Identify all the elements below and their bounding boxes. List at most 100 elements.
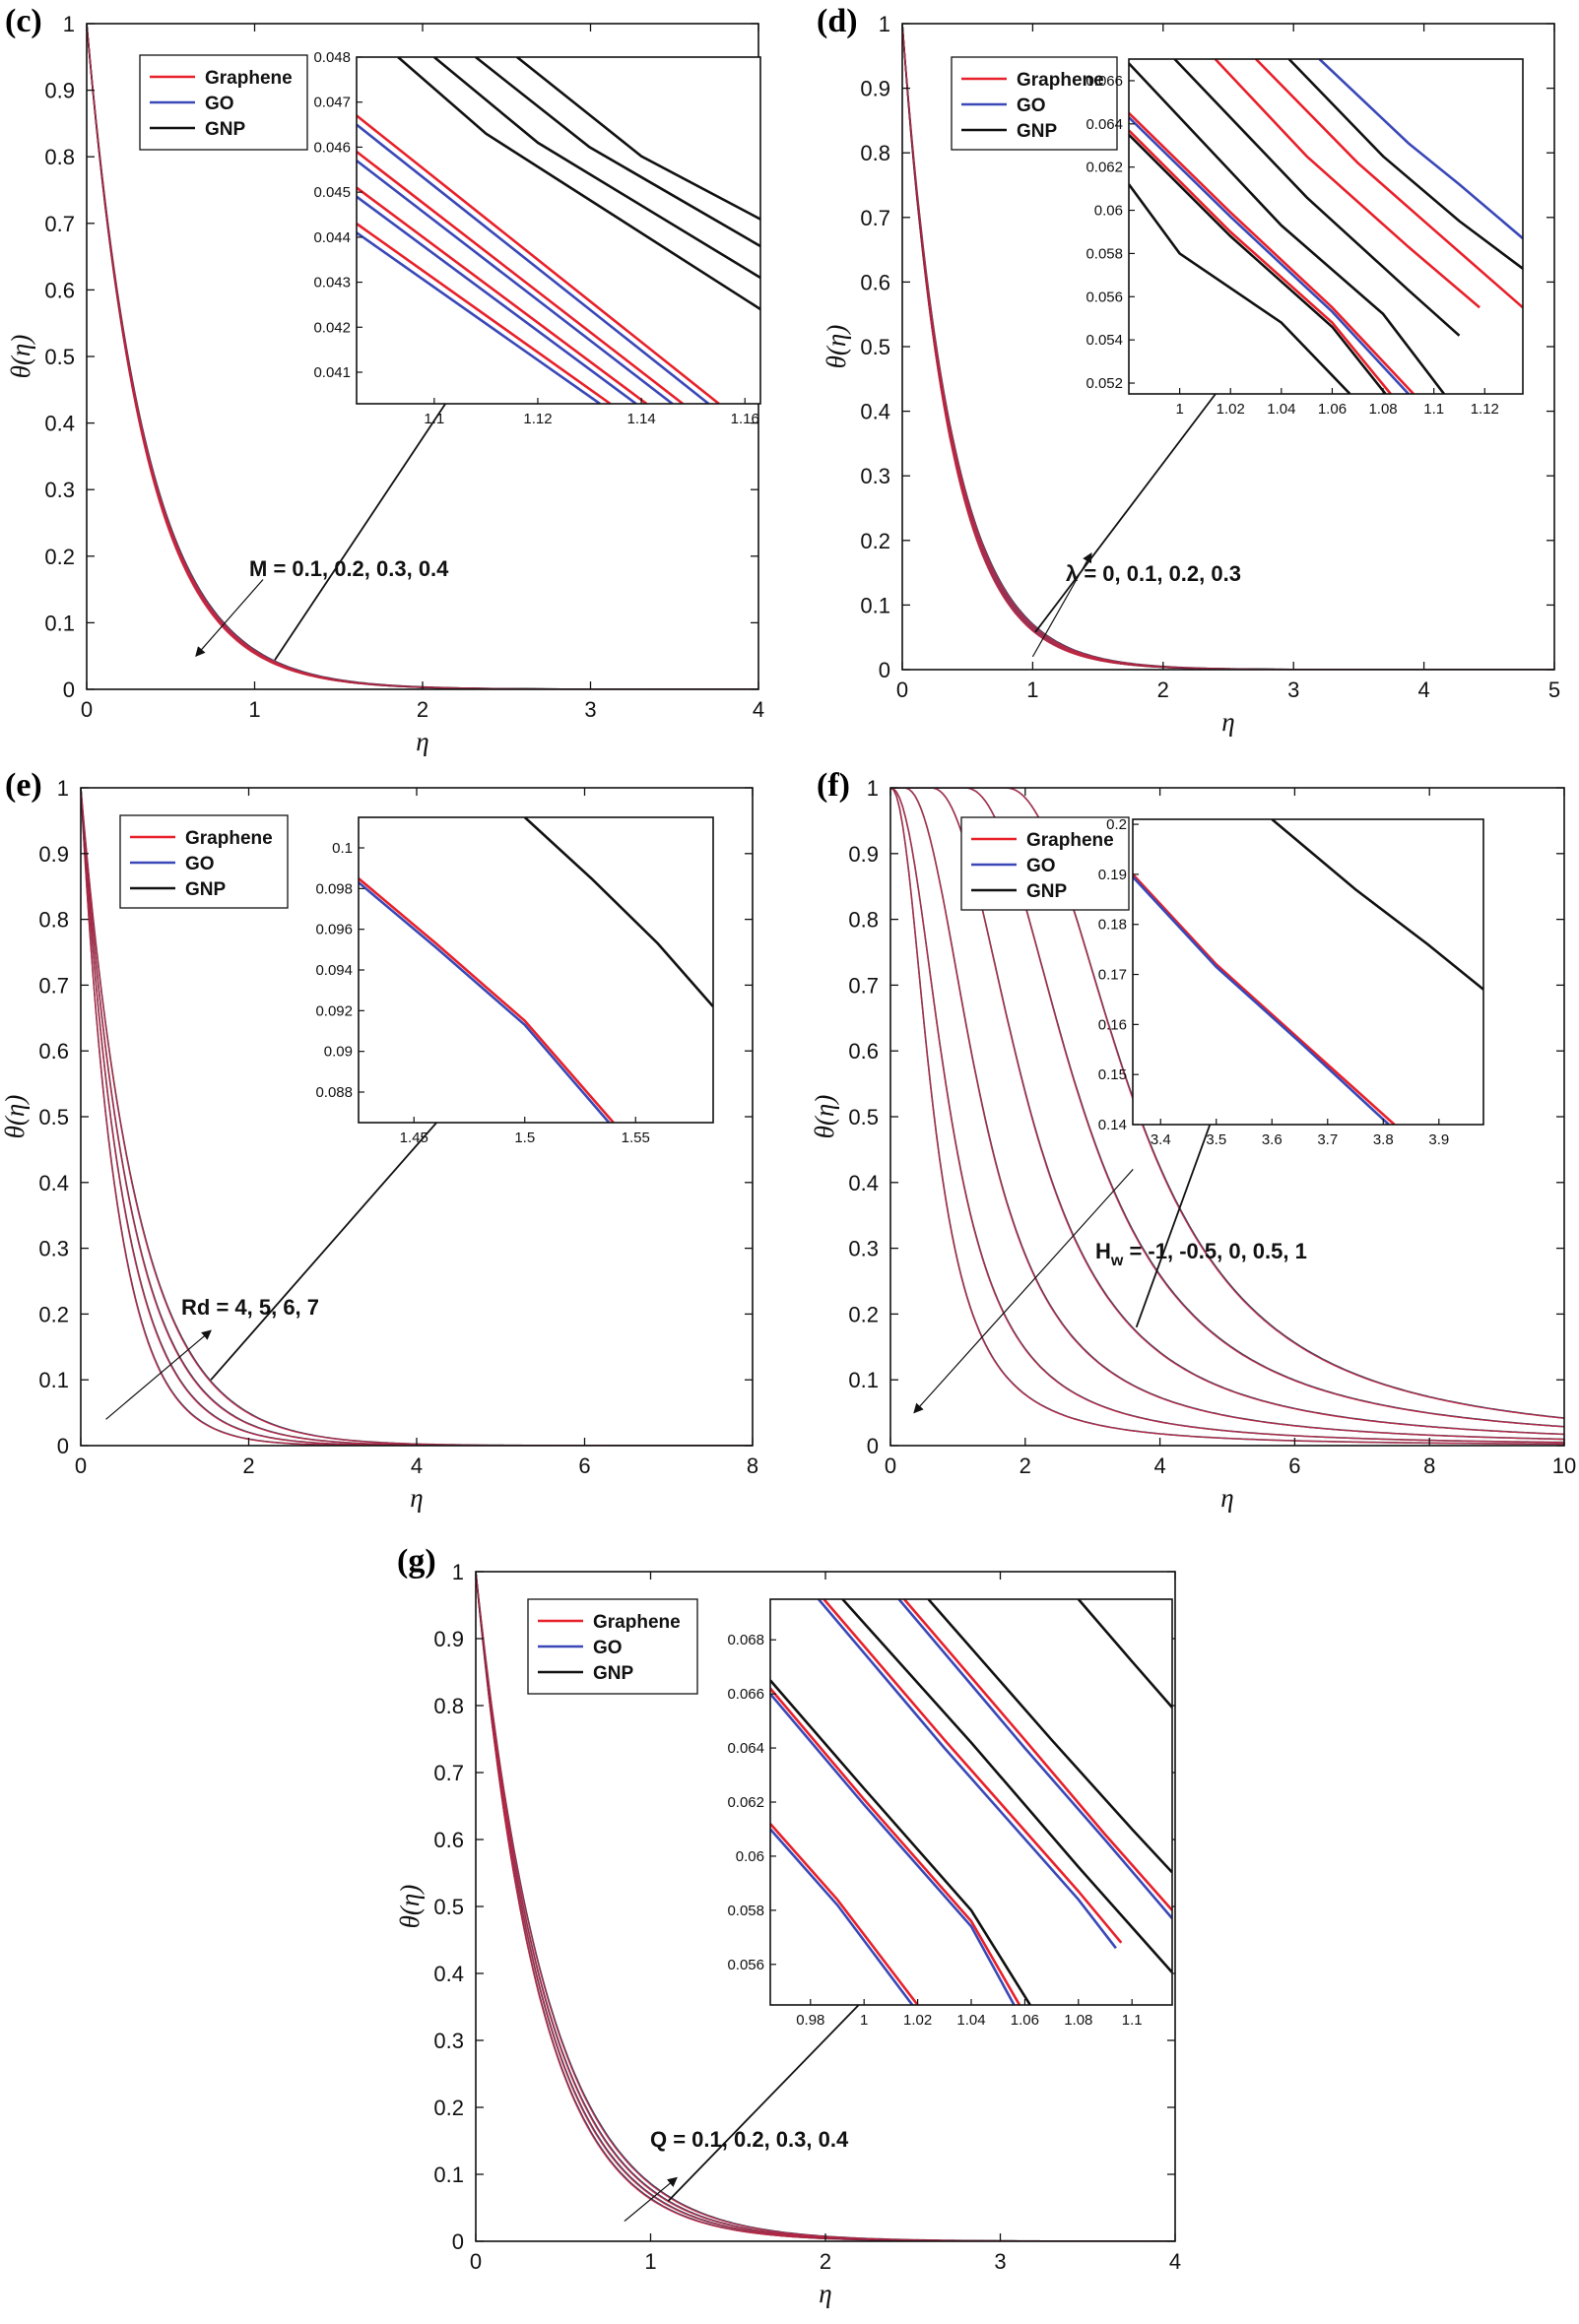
inset-line-graphene-1 — [357, 114, 720, 404]
inset-y-tick-label: 0.056 — [1086, 289, 1123, 305]
inset-y-tick-label: 0.06 — [1094, 203, 1123, 220]
y-axis-label: θ(η) — [395, 1885, 425, 1929]
inset-x-tick-label: 1 — [860, 2012, 868, 2029]
inset-lines — [770, 1599, 1172, 2005]
inset-y-tick-label: 0.066 — [727, 1686, 764, 1703]
y-tick-label: 0.1 — [38, 1368, 69, 1392]
y-tick-label: 0.9 — [848, 842, 879, 867]
x-tick-label: 1 — [1026, 678, 1038, 702]
y-tick-label: 1 — [867, 776, 879, 801]
panel-g: (g) 0 1 2 3 4 0 0.1 0.2 0.3 0.4 0.5 0.6 0.7 0.8 0.9 1 η θ(… — [395, 1543, 1181, 2308]
zoom-connector-line — [667, 2004, 860, 2202]
inset-line-gnp-1 — [1129, 183, 1351, 394]
inset-y-tick-label: 0.062 — [1086, 160, 1123, 176]
y-tick-label: 0.2 — [860, 529, 890, 553]
inset-plot: 0.98 1 1.02 1.04 1.06 1.08 1.1 0.056 0.058 0.06 0.… — [727, 1598, 1173, 2029]
inset-x-tick-label: 1.04 — [1267, 401, 1295, 418]
inset-y-tick-label: 0.068 — [727, 1632, 764, 1648]
inset-line-gnp-11 — [927, 1599, 1172, 1874]
inset-line-go-2 — [357, 123, 710, 404]
inset-y-tick-label: 0.064 — [1086, 116, 1123, 133]
inset-x-tick-label: 0.98 — [796, 2012, 824, 2029]
y-tick-label: 0.2 — [44, 545, 75, 569]
inset-x-tick-label: 1.08 — [1064, 2012, 1092, 2029]
annotation-label: Rd = 4, 5, 6, 7 — [181, 1295, 319, 1320]
legend: Graphene GO GNP — [951, 56, 1118, 151]
panel-label: (c) — [5, 3, 42, 39]
inset-x-tick-label: 1.16 — [731, 411, 759, 427]
x-tick-label: 2 — [417, 697, 428, 722]
y-tick-label: 0.4 — [38, 1171, 69, 1195]
inset-line-graphene-1 — [359, 877, 615, 1123]
curve-graphene-1 — [890, 788, 1564, 1445]
legend-entry-gnp: GNP — [593, 1663, 634, 1684]
inset-x-tick-label: 3.7 — [1317, 1131, 1338, 1148]
y-tick-label: 0.9 — [860, 77, 890, 101]
inset-y-tick-label: 0.058 — [727, 1903, 764, 1919]
inset-x-tick-label: 3.8 — [1373, 1131, 1394, 1148]
y-axis-label: θ(η) — [0, 1095, 30, 1139]
annotation-arrow — [624, 2176, 678, 2223]
x-tick-label: 0 — [470, 2249, 482, 2274]
inset-line-gnp-3 — [523, 817, 713, 1008]
inset-y-tick-label: 0.044 — [313, 229, 351, 246]
x-axis-label: η — [410, 1483, 423, 1513]
panel-f: (f) 0 2 4 6 8 10 0 0.1 0.2 0.3 0.4 0.5 0.6 0.7 0.8 0.9 1 η… — [810, 767, 1576, 1513]
y-tick-label: 0 — [867, 1434, 879, 1458]
panel-c: (c) 0 1 2 3 4 0 0.1 0.2 0.3 0.4 0.5 0.6 0.7 0.8 0.9 1 η θ(… — [5, 3, 764, 756]
inset-y-tick-label: 0.043 — [313, 275, 351, 291]
y-tick-label: 0.2 — [38, 1302, 69, 1326]
y-tick-label: 0 — [57, 1434, 69, 1458]
x-tick-label: 8 — [747, 1453, 758, 1478]
inset-line-gnp-11 — [475, 57, 760, 248]
annotation-values: = -1, -0.5, 0, 0.5, 1 — [1123, 1239, 1307, 1263]
inset-y-tick-label: 0.18 — [1098, 917, 1127, 934]
annotation-label: M = 0.1, 0.2, 0.3, 0.4 — [249, 556, 449, 581]
panel-e: (e) 0 2 4 6 8 0 0.1 0.2 0.3 0.4 0.5 0.6 0.7 0.8 0.9 1 η θ(… — [0, 767, 758, 1513]
inset-x-tick-label: 1.55 — [622, 1130, 650, 1146]
y-tick-label: 0.8 — [848, 908, 879, 933]
curve-graphene-4 — [890, 788, 1564, 1436]
inset-y-tick-label: 0.088 — [315, 1084, 353, 1101]
legend-entry-graphene: Graphene — [205, 68, 293, 89]
inset-line-graphene-3 — [357, 150, 684, 404]
y-tick-label: 0.2 — [433, 2096, 464, 2120]
inset-line-graphene-9 — [903, 1599, 1172, 1911]
inset-lines — [357, 57, 760, 404]
legend-entry-gnp: GNP — [185, 879, 227, 900]
annotation-arrow — [195, 579, 264, 657]
inset-line-gnp-8 — [841, 1599, 1172, 1973]
inset-line-go-4 — [1129, 116, 1410, 394]
inset-line-graphene-8 — [1214, 59, 1480, 309]
inset-line-gnp-6 — [1129, 62, 1446, 394]
legend-entry-graphene: Graphene — [1017, 70, 1104, 91]
inset-line-go-8 — [357, 231, 601, 404]
y-tick-label: 0.6 — [44, 278, 75, 302]
y-tick-label: 1 — [879, 12, 890, 36]
curve-graphene-3 — [890, 788, 1564, 1441]
inset-y-tick-label: 0.1 — [332, 840, 353, 857]
inset-y-tick-label: 0.16 — [1098, 1016, 1127, 1033]
inset-line-gnp-12 — [516, 57, 760, 221]
inset-y-tick-label: 0.041 — [313, 364, 351, 381]
y-tick-label: 1 — [57, 776, 69, 801]
x-axis-label: η — [1220, 1483, 1233, 1513]
annotation-arrow — [1031, 552, 1092, 658]
inset-line-go-4 — [357, 160, 674, 404]
inset-line-go-2 — [1133, 875, 1390, 1125]
inset-y-tick-label: 0.066 — [1086, 73, 1123, 90]
x-axis-label: η — [416, 727, 428, 756]
y-axis-label: θ(η) — [810, 1095, 839, 1139]
x-tick-label: 2 — [242, 1453, 254, 1478]
inset-line-graphene-5 — [1129, 111, 1415, 394]
inset-x-tick-label: 1.04 — [956, 2012, 985, 2029]
legend-entry-go: GO — [1026, 856, 1056, 876]
inset-line-go-2 — [770, 1828, 914, 2005]
legend-entry-gnp: GNP — [205, 119, 246, 140]
y-tick-label: 0.3 — [433, 2029, 464, 2053]
inset-line-go-2 — [359, 881, 611, 1123]
inset-line-go-11 — [1318, 59, 1523, 240]
legend: Graphene GO GNP — [960, 816, 1130, 911]
y-tick-label: 0.3 — [44, 478, 75, 502]
inset-y-tick-label: 0.094 — [315, 962, 353, 979]
